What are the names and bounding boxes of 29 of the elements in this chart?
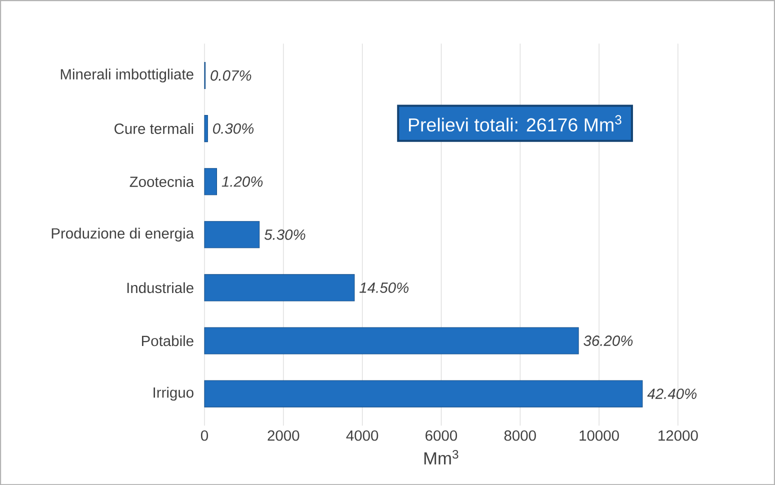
y-tick-label: Industriale: [127, 282, 194, 293]
y-tick-label: Potabile: [142, 335, 194, 346]
x-axis-title: Mm$^{3}$: [424, 450, 458, 464]
annotation: 42.40%: [647, 388, 697, 399]
annotation: 36.20%: [584, 335, 633, 346]
x-tick-label: 2000: [268, 430, 300, 441]
x-tick-label: 6000: [426, 430, 458, 441]
y-tick-label: Zootecnia: [130, 176, 194, 187]
bar: [204, 221, 260, 248]
annotation: 1.20%: [222, 176, 263, 187]
bar: [204, 327, 579, 354]
annotation: Prelievi totali: 26176 Mm$^{3}$: [409, 115, 622, 132]
x-tick-label: 10000: [580, 430, 619, 441]
annotation: 0.07%: [210, 70, 252, 81]
annotation: 0.30%: [213, 123, 254, 134]
bar: [204, 274, 355, 302]
bar: [204, 380, 643, 408]
y-tick-label: Irriguo: [154, 386, 194, 401]
x-tick-label: 0: [200, 430, 208, 441]
x-tick-label: 8000: [504, 430, 536, 441]
bar: [204, 168, 218, 196]
x-tick-label: 4000: [346, 430, 378, 441]
y-tick-label: Cure termali: [114, 123, 194, 134]
x-tick-label: 12000: [658, 430, 698, 441]
y-tick-label: Minerali imbottigliate: [60, 68, 194, 82]
annotation: 14.50%: [360, 282, 408, 293]
y-tick-label: Produzione di energia: [52, 228, 194, 242]
annotation: 5.30%: [264, 229, 306, 240]
bar: [204, 114, 208, 142]
